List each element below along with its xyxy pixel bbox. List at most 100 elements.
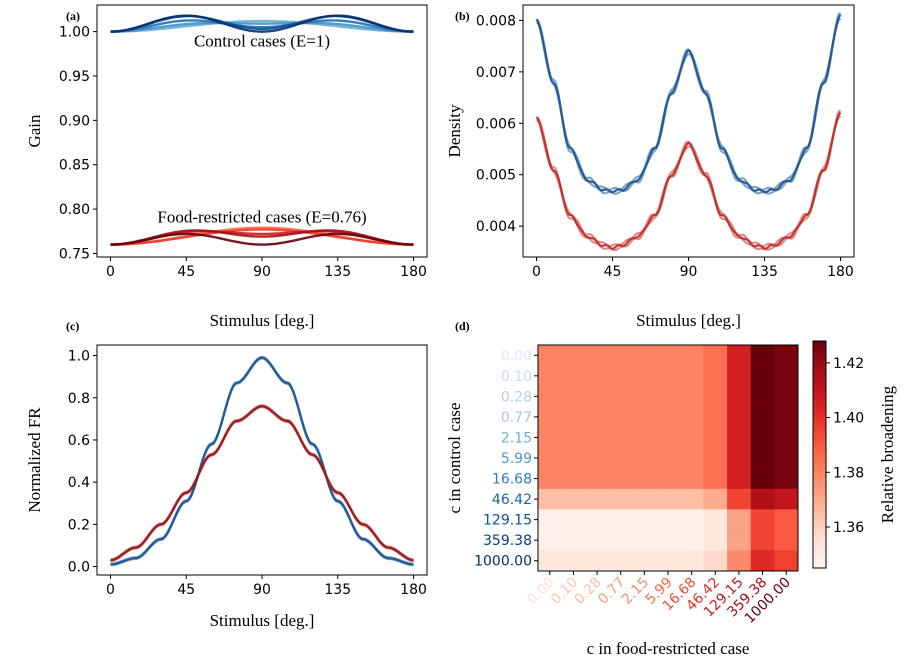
fr-line-food-restricted — [110, 405, 414, 562]
heatmap-cell — [774, 365, 799, 387]
heatmap-cell — [727, 427, 752, 449]
heatmap-cell — [561, 406, 586, 428]
y-tick-label: 0.007 — [476, 65, 516, 81]
y-tick-label: 0.2 — [68, 517, 90, 533]
row-label: 2.15 — [501, 430, 532, 446]
y-tick-label: 0.8 — [68, 391, 90, 407]
y-axis-label: Normalized FR — [25, 407, 44, 513]
colorbar-label: Relative broadening — [878, 385, 897, 523]
fr-line-control — [110, 355, 414, 565]
heatmap-cell — [585, 468, 610, 490]
x-tick-label: 45 — [604, 264, 622, 280]
y-tick-label: 0.75 — [59, 246, 90, 262]
x-axis-label: c in food-restricted case — [587, 639, 750, 658]
density-line-control — [535, 14, 842, 194]
heatmap-cell — [585, 427, 610, 449]
heatmap-cell — [679, 550, 704, 572]
fr-line-food-restricted — [110, 404, 414, 561]
gain-line — [110, 14, 414, 33]
x-tick-label: 90 — [680, 264, 698, 280]
heatmap-cell — [727, 529, 752, 551]
row-label: 359.38 — [483, 533, 532, 549]
heatmap-cell — [774, 488, 799, 510]
heatmap-cell — [656, 427, 681, 449]
heatmap-cells — [538, 345, 799, 572]
heatmap-cell — [561, 427, 586, 449]
colorbar-tick-label: 1.42 — [833, 356, 864, 372]
gain-line — [110, 21, 414, 33]
heatmap-cell — [585, 488, 610, 510]
heatmap-cell — [774, 406, 799, 428]
x-tick-label: 0 — [106, 264, 115, 280]
heatmap-cell — [750, 488, 775, 510]
y-tick-label: 0.004 — [476, 219, 516, 235]
row-label: 0.28 — [501, 389, 532, 405]
row-label: 16.68 — [492, 472, 532, 488]
heatmap-cell — [632, 550, 657, 572]
heatmap-cell — [679, 529, 704, 551]
heatmap-cell — [703, 488, 728, 510]
heatmap-cell — [703, 427, 728, 449]
row-label: 1000.00 — [474, 554, 532, 570]
gain-line — [110, 228, 414, 246]
y-tick-label: 0.90 — [59, 113, 90, 129]
heatmap-cell — [727, 406, 752, 428]
heatmap-cell — [585, 365, 610, 387]
heatmap-cell — [679, 488, 704, 510]
heatmap-cell — [632, 365, 657, 387]
heatmap-cell — [632, 386, 657, 408]
heatmap-cell — [703, 447, 728, 469]
row-label: 5.99 — [501, 451, 532, 467]
heatmap-cell — [538, 345, 563, 367]
density-line-control — [535, 11, 842, 192]
panel-label-a: (a) — [66, 9, 80, 23]
x-tick-label: 0 — [106, 582, 115, 598]
x-axis-label: Stimulus [deg.] — [210, 311, 315, 330]
x-tick-label: 135 — [324, 264, 351, 280]
heatmap-cell — [656, 468, 681, 490]
x-tick-label: 180 — [400, 582, 427, 598]
heatmap-cell — [538, 406, 563, 428]
y-tick-label: 0.80 — [59, 202, 90, 218]
heatmap-cell — [774, 386, 799, 408]
gain-line — [110, 19, 414, 33]
heatmap-cell — [538, 529, 563, 551]
heatmap-cell — [561, 550, 586, 572]
heatmap-cell — [727, 386, 752, 408]
heatmap-cell — [585, 345, 610, 367]
heatmap-cell — [585, 550, 610, 572]
panel-d-heatmap: 0.00 0.10 0.28 0.77 2.15 5.99 16.68 46.42 129.15… — [445, 340, 897, 658]
x-tick-label: 45 — [177, 264, 195, 280]
heatmap-cell — [585, 509, 610, 531]
heatmap-cell — [656, 529, 681, 551]
heatmap-cell — [774, 529, 799, 551]
heatmap-cell — [561, 529, 586, 551]
panel-c-normalized-fr-chart: 0 45 90 135 180 0.0 0.2 0.4 0.6 0.8 1.0 Stimulus [d… — [25, 344, 428, 630]
panel-label-b: (b) — [455, 9, 470, 23]
fr-line-control — [110, 356, 414, 566]
heatmap-cell — [632, 427, 657, 449]
colorbar-tick-label: 1.38 — [833, 465, 864, 481]
x-tick-label: 0 — [532, 264, 541, 280]
heatmap-cell — [656, 345, 681, 367]
heatmap-cell — [608, 488, 634, 510]
gain-curves — [110, 14, 414, 246]
heatmap-cell — [703, 365, 728, 387]
heatmap-cell — [608, 447, 634, 469]
heatmap-cell — [727, 365, 752, 387]
x-axis-label: Stimulus [deg.] — [636, 311, 741, 330]
heatmap-cell — [608, 386, 634, 408]
heatmap-cell — [632, 345, 657, 367]
heatmap-cell — [727, 550, 752, 572]
heatmap-cell — [585, 529, 610, 551]
heatmap-cell — [608, 406, 634, 428]
row-label: 46.42 — [492, 492, 532, 508]
density-line-control — [535, 17, 842, 196]
heatmap-cell — [656, 488, 681, 510]
heatmap-cell — [703, 468, 728, 490]
heatmap-cell — [632, 406, 657, 428]
x-tick-label: 180 — [827, 264, 854, 280]
x-tick-label: 90 — [253, 264, 271, 280]
heatmap-cell — [703, 509, 728, 531]
heatmap-cell — [774, 345, 799, 367]
